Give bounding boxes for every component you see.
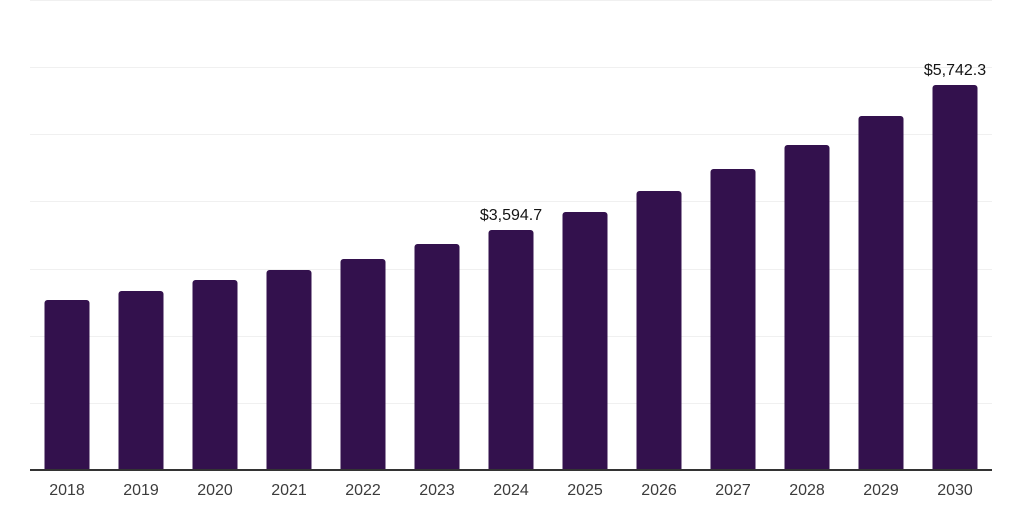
x-axis-label: 2023 <box>419 482 455 499</box>
x-axis-label: 2026 <box>641 482 677 499</box>
x-axis-label: 2029 <box>863 482 899 499</box>
bar-band <box>326 1 400 471</box>
bar <box>488 229 534 471</box>
bar-band: $3,594.7 <box>474 1 548 471</box>
bar <box>562 211 608 471</box>
x-axis-labels: 2018 2019 2020 2021 2022 2023 2024 2025 2026 2027… <box>30 473 992 509</box>
gridline <box>30 67 992 69</box>
bar <box>710 168 756 471</box>
bar-band <box>770 1 844 471</box>
bar <box>340 259 386 471</box>
bar <box>266 269 312 471</box>
bar <box>932 85 978 471</box>
x-axis-label: 2025 <box>567 482 603 499</box>
x-axis-label: 2018 <box>49 482 85 499</box>
bar <box>414 244 460 471</box>
bar-band <box>104 1 178 471</box>
bar <box>636 191 682 471</box>
gridline <box>30 201 992 203</box>
bar-value-label: $3,594.7 <box>479 206 543 224</box>
bar-value-label: $5,742.3 <box>923 62 987 80</box>
gridline <box>30 0 992 1</box>
bar <box>118 290 164 471</box>
bar-band: $5,742.3 <box>918 1 992 471</box>
bar <box>858 115 904 471</box>
bar-band <box>696 1 770 471</box>
x-axis-label: 2028 <box>789 482 825 499</box>
bar-band <box>844 1 918 471</box>
x-axis-line <box>30 469 992 471</box>
x-axis-label: 2027 <box>715 482 751 499</box>
bar-band <box>30 1 104 471</box>
bar <box>192 279 238 471</box>
x-axis-label: 2030 <box>937 482 973 499</box>
x-axis-label: 2022 <box>345 482 381 499</box>
bar-band <box>548 1 622 471</box>
bar-band <box>178 1 252 471</box>
x-axis-label: 2024 <box>493 482 529 499</box>
bar-band <box>400 1 474 471</box>
plot-area: $3,594.7 $5,742.3 <box>30 0 992 471</box>
bar-band <box>252 1 326 471</box>
x-axis-label: 2019 <box>123 482 159 499</box>
bar <box>784 144 830 471</box>
bar-band <box>622 1 696 471</box>
x-axis-label: 2021 <box>271 482 307 499</box>
bars: $3,594.7 $5,742.3 <box>30 1 992 471</box>
gridline <box>30 134 992 136</box>
x-axis-label: 2020 <box>197 482 233 499</box>
bar <box>44 299 90 471</box>
